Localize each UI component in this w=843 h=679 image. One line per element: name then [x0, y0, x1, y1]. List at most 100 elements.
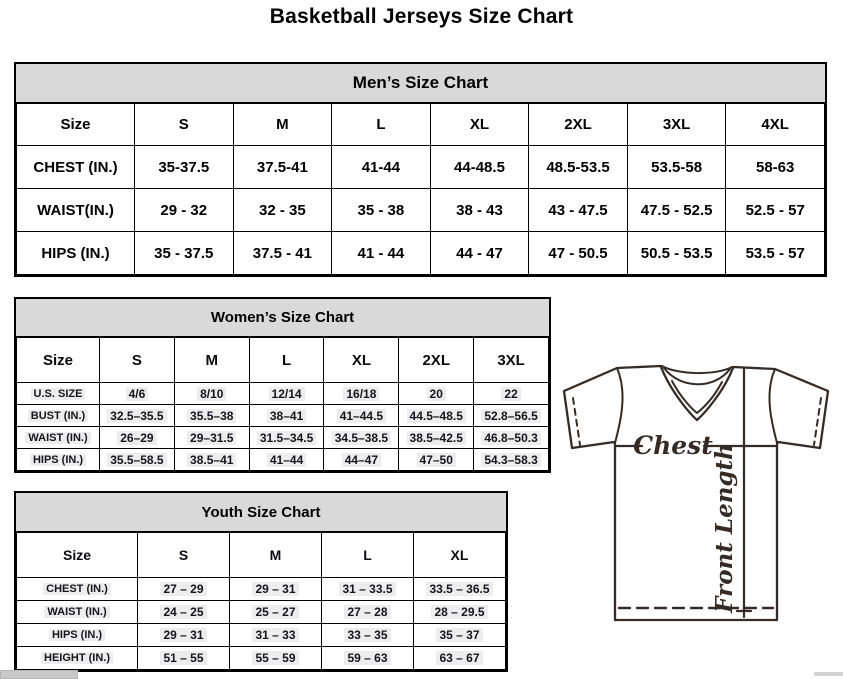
- value-cell: 48.5-53.5: [528, 145, 628, 189]
- value-cell: 35 - 38: [331, 188, 431, 232]
- measurement-row: HIPS (IN.) 35.5–58.5 38.5–41 41–44 44–47 47–5…: [16, 448, 549, 471]
- horizontal-scrollbar-fragment-right[interactable]: [814, 672, 843, 676]
- womens-table-host: Size S M L XL 2XL 3XL U.S. SIZE 4/6 8/10 12/14 16/1…: [16, 337, 549, 471]
- right-cuff-stitch: [813, 397, 822, 446]
- size-corner-header: Size: [16, 532, 138, 578]
- horizontal-scrollbar-fragment-left[interactable]: [0, 670, 78, 679]
- value-cell: 29 - 32: [134, 188, 234, 232]
- row-label: BUST (IN.): [16, 404, 100, 427]
- value-cell: 46.8–50.3: [473, 426, 549, 449]
- row-label: HIPS (IN.): [16, 623, 138, 647]
- left-cuff-stitch: [572, 397, 581, 446]
- measurement-row: HIPS (IN.) 29 – 31 31 – 33 33 – 35 35 – 37: [16, 623, 506, 647]
- size-column-header: S: [99, 337, 175, 383]
- value-cell: 35.5–38: [173, 404, 250, 427]
- size-corner-header: Size: [16, 103, 135, 146]
- collar-band-curve: [663, 367, 731, 386]
- value-cell: 27 – 29: [137, 577, 230, 601]
- left-sleeve-seam: [614, 367, 624, 444]
- value-cell: 54.3–58.3: [473, 448, 549, 471]
- measurement-row: WAIST(IN.) 29 - 32 32 - 35 35 - 38 38 - 43 43…: [16, 188, 825, 232]
- value-cell: 38 - 43: [429, 188, 530, 232]
- value-cell: 37.5 - 41: [232, 231, 333, 275]
- value-cell: 28 – 29.5: [413, 600, 506, 624]
- value-cell: 41 - 44: [331, 231, 431, 275]
- row-label: CHEST (IN.): [16, 577, 138, 601]
- row-label: CHEST (IN.): [16, 145, 135, 189]
- value-cell: 31.5–34.5: [248, 426, 325, 449]
- value-cell: 41–44.5: [323, 404, 400, 427]
- value-cell: 41–44: [248, 448, 325, 471]
- value-cell: 32.5–35.5: [99, 404, 175, 427]
- value-cell: 25 – 27: [229, 600, 322, 624]
- womens-size-chart: Women’s Size Chart Size S M L XL 2XL 3XL U.S. S…: [14, 297, 551, 473]
- size-column-header: 2XL: [398, 337, 475, 383]
- value-cell: 47 - 50.5: [528, 231, 628, 275]
- measurement-row: CHEST (IN.) 27 – 29 29 – 31 31 – 33.5 33.5 –…: [16, 577, 506, 601]
- right-sleeve-seam: [768, 368, 778, 444]
- size-column-header: XL: [323, 337, 400, 383]
- value-cell: 16/18: [323, 382, 400, 405]
- value-cell: 55 – 59: [229, 646, 322, 670]
- value-cell: 63 – 67: [413, 646, 506, 670]
- value-cell: 52.8–56.5: [473, 404, 549, 427]
- value-cell: 44-48.5: [429, 145, 530, 189]
- value-cell: 29 – 31: [137, 623, 230, 647]
- value-cell: 50.5 - 53.5: [626, 231, 727, 275]
- value-cell: 8/10: [173, 382, 250, 405]
- size-column-header: XL: [429, 103, 530, 146]
- value-cell: 44–47: [323, 448, 400, 471]
- value-cell: 52.5 - 57: [725, 188, 825, 232]
- measurement-row: WAIST (IN.) 24 – 25 25 – 27 27 – 28 28 – 29.…: [16, 600, 506, 624]
- value-cell: 43 - 47.5: [528, 188, 628, 232]
- value-cell: 29 – 31: [229, 577, 322, 601]
- row-label: HIPS (IN.): [16, 231, 135, 275]
- value-cell: 27 – 28: [321, 600, 414, 624]
- collar-back-curve: [661, 365, 733, 375]
- collar-v-inner: [671, 380, 723, 414]
- measurement-row: HIPS (IN.) 35 - 37.5 37.5 - 41 41 - 44 44 - …: [16, 231, 825, 275]
- value-cell: 47.5 - 52.5: [626, 188, 727, 232]
- size-header-row: Size S M L XL 2XL 3XL 4XL: [16, 103, 825, 146]
- size-column-header: M: [232, 103, 333, 146]
- collar-v-outline: [659, 365, 735, 422]
- size-column-header: L: [321, 532, 414, 578]
- value-cell: 41-44: [331, 145, 431, 189]
- value-cell: 38.5–41: [173, 448, 250, 471]
- size-column-header: XL: [413, 532, 506, 578]
- youth-chart-title: Youth Size Chart: [16, 493, 506, 532]
- measurement-row: WAIST (IN.) 26–29 29–31.5 31.5–34.5 34.5–38.…: [16, 426, 549, 449]
- size-column-header: M: [173, 337, 250, 383]
- measurement-row: BUST (IN.) 32.5–35.5 35.5–38 38–41 41–44.5 44…: [16, 404, 549, 427]
- row-label: WAIST(IN.): [16, 188, 135, 232]
- mens-chart-title: Men’s Size Chart: [16, 64, 825, 103]
- jersey-measurement-diagram: Chest Front Length: [562, 364, 830, 622]
- value-cell: 33.5 – 36.5: [413, 577, 506, 601]
- value-cell: 20: [398, 382, 475, 405]
- row-label: HEIGHT (IN.): [16, 646, 138, 670]
- size-header-row: Size S M L XL: [16, 532, 506, 578]
- size-column-header: 3XL: [626, 103, 727, 146]
- youth-table-host: Size S M L XL CHEST (IN.) 27 – 29 29 – 31 31 – 3…: [16, 532, 506, 670]
- chest-label: Chest: [633, 431, 713, 460]
- value-cell: 38.5–42.5: [398, 426, 475, 449]
- front-length-label: Front Length: [711, 443, 738, 614]
- size-header-row: Size S M L XL 2XL 3XL: [16, 337, 549, 383]
- jersey-outline: [562, 364, 830, 622]
- value-cell: 51 – 55: [137, 646, 230, 670]
- measurement-row: HEIGHT (IN.) 51 – 55 55 – 59 59 – 63 63 – 67: [16, 646, 506, 670]
- value-cell: 31 – 33: [229, 623, 322, 647]
- value-cell: 33 – 35: [321, 623, 414, 647]
- value-cell: 31 – 33.5: [321, 577, 414, 601]
- size-column-header: L: [331, 103, 431, 146]
- value-cell: 34.5–38.5: [323, 426, 400, 449]
- mens-size-chart: Men’s Size Chart Size S M L XL 2XL 3XL 4XL CHEST…: [14, 62, 827, 277]
- size-column-header: 2XL: [528, 103, 628, 146]
- value-cell: 35.5–58.5: [99, 448, 175, 471]
- value-cell: 4/6: [99, 382, 175, 405]
- row-label: U.S. SIZE: [16, 382, 100, 405]
- value-cell: 35-37.5: [134, 145, 234, 189]
- value-cell: 29–31.5: [173, 426, 250, 449]
- youth-size-chart: Youth Size Chart Size S M L XL CHEST (IN.) 27 …: [14, 491, 508, 672]
- value-cell: 53.5 - 57: [725, 231, 825, 275]
